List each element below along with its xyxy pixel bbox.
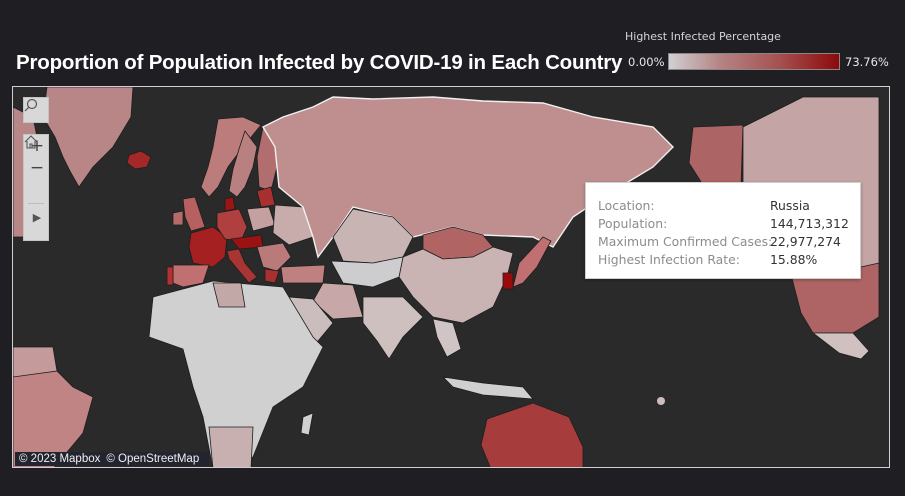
tooltip-label: Location:	[598, 198, 655, 213]
minus-icon: −	[29, 157, 45, 178]
country-central-asia[interactable]	[330, 256, 404, 288]
legend-color-ramp	[668, 53, 840, 70]
country-hawaii[interactable]	[657, 397, 665, 405]
mapbox-attribution-link[interactable]: © 2023 Mapbox	[19, 453, 101, 465]
country-sweden[interactable]	[228, 130, 258, 198]
page-title: Proportion of Population Infected by COV…	[16, 51, 623, 74]
country-kazakhstan[interactable]	[332, 208, 414, 264]
country-greece[interactable]	[264, 268, 280, 284]
country-baltics[interactable]	[256, 186, 276, 208]
home-icon	[24, 135, 38, 149]
tooltip-label: Population:	[598, 216, 668, 231]
country-southeast-asia[interactable]	[432, 318, 462, 358]
tooltip-row-infection-rate: Highest Infection Rate: 15.88%	[598, 252, 817, 267]
country-turkey[interactable]	[280, 264, 326, 284]
country-balkans[interactable]	[256, 242, 292, 272]
country-madagascar[interactable]	[300, 412, 314, 436]
country-india[interactable]	[362, 296, 424, 360]
country-russia[interactable]	[262, 96, 674, 259]
home-button[interactable]	[24, 135, 50, 201]
country-mexico[interactable]	[811, 332, 870, 360]
tooltip-value: 144,713,312	[770, 216, 849, 231]
map-attribution: © 2023 Mapbox © OpenStreetMap	[15, 452, 210, 466]
country-portugal[interactable]	[166, 266, 174, 286]
country-africa-region[interactable]	[148, 280, 324, 468]
country-poland[interactable]	[246, 206, 276, 232]
country-france[interactable]	[188, 226, 228, 268]
tooltip-row-population: Population: 144,713,312	[598, 216, 849, 231]
zoom-out-button[interactable]: −	[24, 157, 50, 179]
country-uk[interactable]	[182, 196, 206, 232]
tooltip-value: 15.88%	[770, 252, 818, 267]
osm-attribution-link[interactable]: © OpenStreetMap	[106, 453, 200, 465]
map-zoom-controls: + − ▶	[23, 134, 49, 241]
country-ukraine-belarus[interactable]	[272, 204, 314, 246]
legend-max-label: 73.76%	[845, 55, 889, 69]
play-icon: ▶	[32, 210, 42, 224]
country-tooltip: Location: Russia Population: 144,713,312…	[585, 182, 861, 279]
tooltip-value: 22,977,274	[770, 234, 841, 249]
tooltip-label: Maximum Confirmed Cases:	[598, 234, 773, 249]
tooltip-row-location: Location: Russia	[598, 198, 810, 213]
country-greenland[interactable]	[42, 87, 134, 188]
country-iceland[interactable]	[126, 150, 152, 170]
map-search-button[interactable]	[23, 97, 49, 123]
country-japan[interactable]	[512, 236, 552, 288]
country-caribbean[interactable]	[13, 346, 58, 378]
legend-title: Highest Infected Percentage	[625, 30, 781, 43]
tooltip-label: Highest Infection Rate:	[598, 252, 740, 267]
control-divider	[28, 203, 44, 204]
country-south-korea[interactable]	[502, 272, 514, 290]
plus-icon: +	[29, 135, 45, 156]
country-libya[interactable]	[212, 282, 246, 308]
country-italy[interactable]	[226, 248, 258, 284]
country-australia[interactable]	[480, 402, 584, 468]
search-icon	[24, 98, 38, 112]
country-ireland[interactable]	[172, 210, 184, 226]
zoom-in-button[interactable]: +	[24, 135, 50, 157]
country-denmark[interactable]	[224, 196, 236, 212]
expand-toolbar-button[interactable]: ▶	[24, 206, 50, 228]
tooltip-row-max-cases: Maximum Confirmed Cases: 22,977,274	[598, 234, 841, 249]
country-usa-alaska[interactable]	[688, 124, 744, 188]
country-iran[interactable]	[312, 282, 364, 320]
country-indonesia[interactable]	[441, 376, 534, 400]
legend-min-label: 0.00%	[628, 55, 665, 69]
country-south-africa[interactable]	[208, 426, 254, 468]
tooltip-value: Russia	[770, 198, 810, 213]
